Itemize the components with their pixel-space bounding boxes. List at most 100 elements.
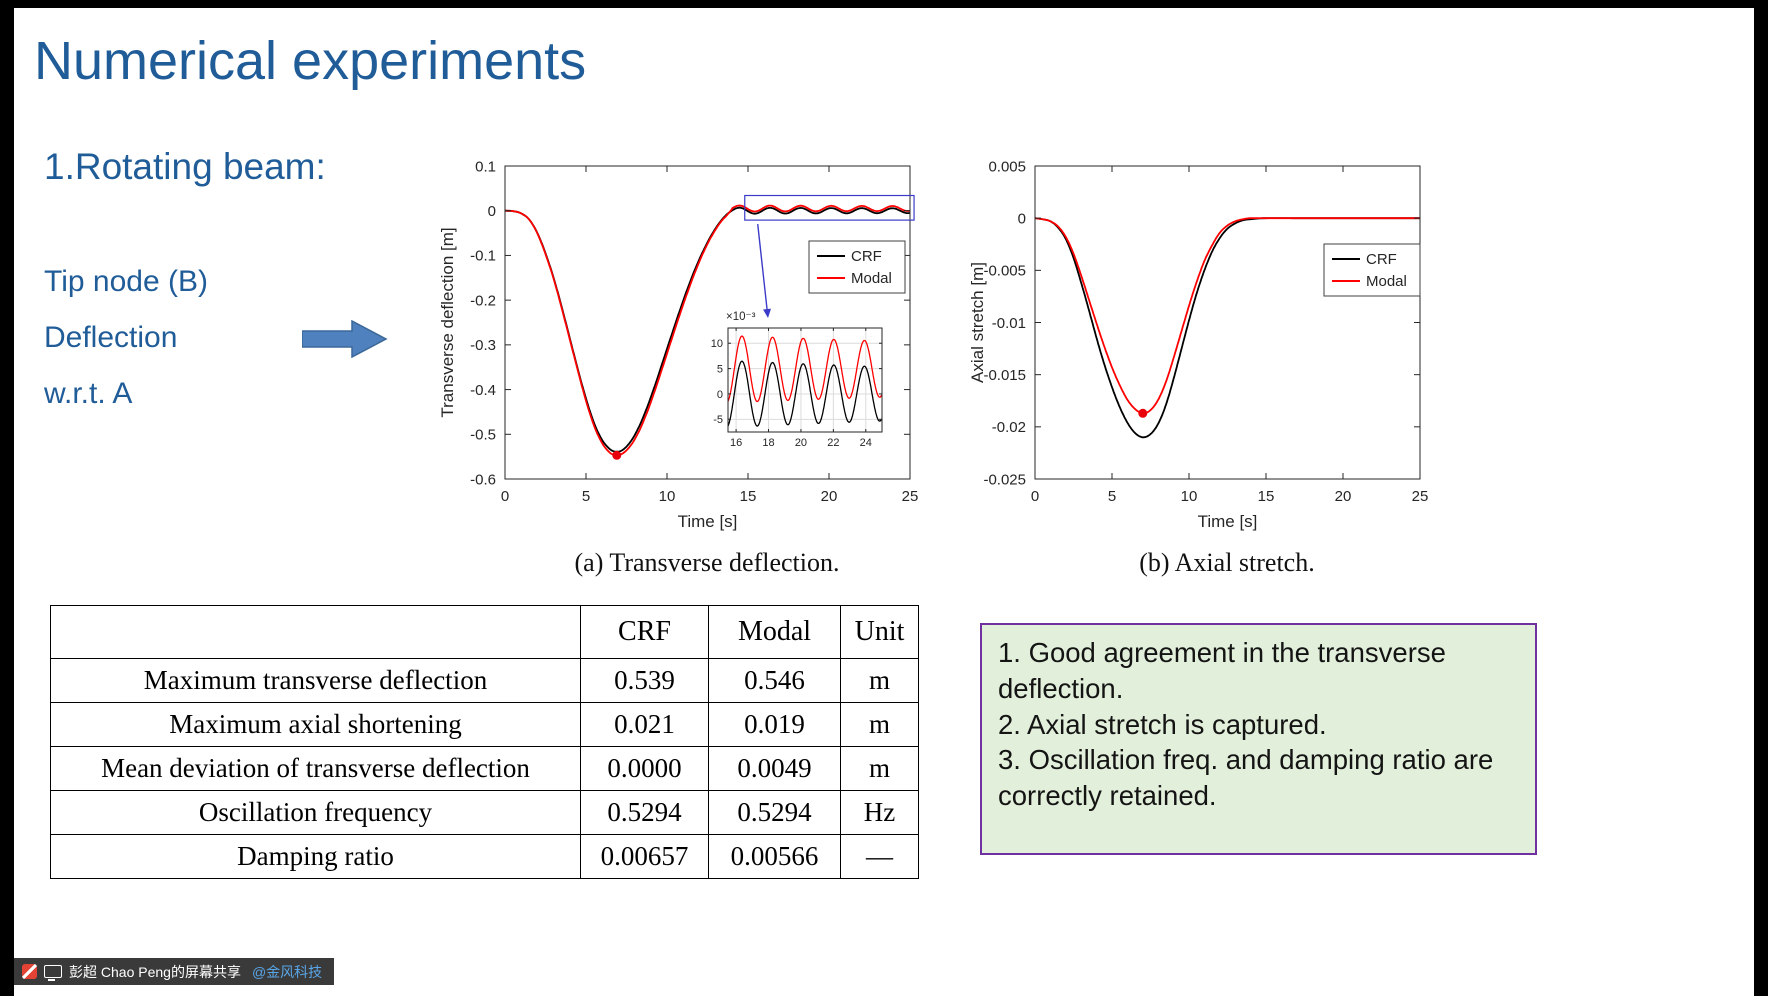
table-header-cell	[50, 605, 581, 659]
y-tick-label: -0.6	[470, 471, 496, 488]
table-cell: 0.021	[580, 702, 709, 747]
x-tick-label: 10	[1181, 488, 1198, 505]
screen-share-bar[interactable]: 彭超 Chao Peng的屏幕共享 @金风科技	[14, 958, 335, 985]
y-tick-label: -0.4	[470, 382, 496, 399]
y-tick-label: -0.2	[470, 292, 496, 309]
x-axis-label: Time [s]	[678, 512, 738, 531]
table-cell: m	[840, 702, 919, 747]
x-tick-label: 0	[1031, 488, 1039, 505]
legend-label: Modal	[851, 270, 892, 287]
y-tick-label: -0.005	[983, 263, 1026, 280]
table-cell: Oscillation frequency	[50, 790, 581, 835]
legend-label: CRF	[851, 248, 882, 265]
table-row: Oscillation frequency 0.5294 0.5294 Hz	[50, 790, 919, 835]
table-cell: Mean deviation of transverse deflection	[50, 746, 581, 791]
y-axis-label: Axial stretch [m]	[968, 262, 987, 383]
table-header-cell: CRF	[580, 605, 709, 659]
transverse-deflection-chart: 0 5 10 15 20 25 0.1 0 -0.1 -0.2 -0.3 -0.4 -0.5 -0.6 Ti…	[425, 146, 920, 541]
y-tick-label: -0.015	[983, 367, 1026, 384]
table-cell: m	[840, 658, 919, 703]
x-tick-label: 20	[821, 488, 838, 505]
inset-series-crf-line	[727, 360, 883, 427]
y-tick-label: -0.5	[470, 427, 496, 444]
y-tick-label: -0.01	[992, 315, 1026, 332]
legend	[1323, 243, 1421, 297]
table-cell: 0.0049	[708, 746, 841, 791]
x-tick-label: 24	[860, 437, 872, 449]
table-cell: 0.019	[708, 702, 841, 747]
y-tick-label: 0	[1018, 210, 1026, 227]
zoom-arrow	[757, 224, 768, 312]
y-tick-label: 0.005	[988, 158, 1026, 175]
x-tick-label: 15	[1258, 488, 1275, 505]
axial-stretch-chart: 0 5 10 15 20 25 0.005 0 -0.005 -0.01 -0.015 -0.02 -0…	[955, 146, 1430, 541]
x-tick-label: 5	[1108, 488, 1116, 505]
conclusions-box: 1. Good agreement in the transverse defl…	[980, 623, 1537, 855]
y-tick-label: -5	[713, 414, 723, 426]
table-cell: Damping ratio	[50, 834, 581, 879]
results-table-head: CRF Modal Unit	[50, 605, 919, 659]
zoom-arrowhead	[763, 308, 771, 318]
table-cell: 0.0000	[580, 746, 709, 791]
table-cell: 0.539	[580, 658, 709, 703]
y-tick-label: -0.025	[983, 471, 1026, 488]
inset-scale-label: ×10⁻³	[726, 311, 756, 323]
y-axis-label: Transverse deflection [m]	[438, 227, 457, 417]
conclusion-item: 1. Good agreement in the transverse defl…	[998, 637, 1446, 704]
x-tick-label: 10	[659, 488, 676, 505]
conclusion-item: 2. Axial stretch is captured.	[998, 708, 1327, 740]
table-header-cell: Modal	[708, 605, 841, 659]
y-tick-label: 0.1	[475, 158, 496, 175]
table-row: Damping ratio 0.00657 0.00566—	[50, 834, 919, 879]
legend-label: CRF	[1366, 251, 1397, 268]
x-tick-label: 25	[1412, 488, 1429, 505]
table-cell: 0.546	[708, 658, 841, 703]
results-table-body: Maximum transverse deflection 0.539 0.546 m…	[50, 658, 919, 879]
left-note-line: Tip node (B)	[44, 265, 208, 298]
app-logo-icon	[22, 964, 37, 979]
caption-a: (a) Transverse deflection.	[574, 548, 840, 577]
x-tick-label: 5	[582, 488, 590, 505]
legend-label: Modal	[1366, 273, 1407, 290]
min-marker	[1138, 408, 1148, 418]
y-tick-label: 0	[488, 203, 496, 220]
conclusion-item: 3. Oscillation freq. and damping ratio a…	[998, 744, 1494, 811]
table-header-cell: Unit	[840, 605, 919, 659]
presentation-slide: Numerical experiments 1.Rotating beam: T…	[14, 8, 1754, 996]
table-row: Mean deviation of transverse deflection 0…	[50, 746, 919, 791]
results-table: CRF Modal Unit Maximum transverse deflecti…	[50, 605, 919, 879]
section-heading: 1.Rotating beam:	[44, 146, 326, 187]
x-tick-label: 18	[762, 437, 774, 449]
table-cell: Hz	[840, 790, 919, 835]
table-row: Maximum axial shortening 0.021 0.019 m	[50, 702, 919, 747]
inset-series-modal-line	[727, 335, 883, 403]
x-tick-label: 22	[827, 437, 839, 449]
x-tick-label: 15	[740, 488, 757, 505]
series-modal-line	[505, 204, 911, 456]
share-bar-text: 彭超 Chao Peng的屏幕共享	[69, 963, 241, 980]
left-note-line: w.r.t. A	[44, 377, 133, 410]
table-cell: —	[840, 834, 919, 879]
x-tick-label: 20	[795, 437, 807, 449]
table-cell: 0.5294	[580, 790, 709, 835]
screen-share-icon	[44, 965, 62, 981]
zoom-rect	[744, 194, 915, 221]
right-arrow-shape	[301, 319, 388, 359]
axes-box	[1034, 165, 1421, 480]
x-tick-label: 0	[501, 488, 509, 505]
table-cell: Maximum axial shortening	[50, 702, 581, 747]
page-title: Numerical experiments	[34, 31, 587, 91]
series-modal-line	[1035, 217, 1420, 415]
share-bar-mention[interactable]: @金风科技	[251, 963, 323, 980]
axes-box	[727, 327, 883, 433]
y-tick-label: -0.02	[992, 419, 1026, 436]
y-tick-label: -0.1	[470, 248, 496, 265]
table-cell: 0.00566	[708, 834, 841, 879]
series-crf-line	[1035, 217, 1420, 439]
left-notes-list: Tip node (B) Deflection w.r.t. A	[44, 264, 208, 412]
x-tick-label: 16	[730, 437, 742, 449]
caption-b: (b) Axial stretch.	[1139, 548, 1315, 577]
min-marker	[612, 450, 622, 460]
left-note-line: Deflection	[44, 321, 178, 354]
